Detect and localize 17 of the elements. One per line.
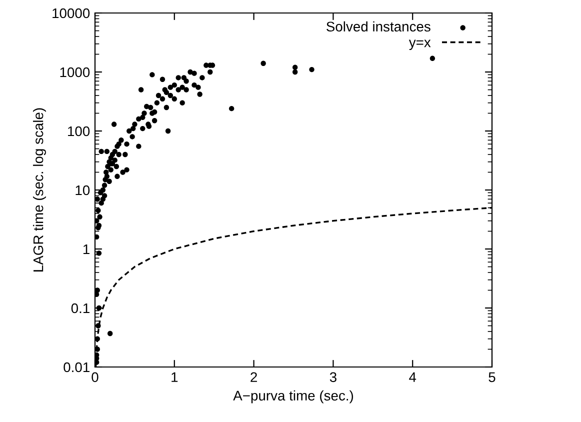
y-tick-label: 1000 (60, 67, 90, 78)
legend-label: Solved instances (326, 21, 430, 32)
y-tick-label: 0.01 (64, 362, 90, 372)
y-tick-label: 1 (83, 244, 90, 254)
y-tick-label: 0.1 (71, 303, 90, 314)
x-axis-title: A−purva time (sec.) (233, 390, 354, 404)
x-tick-label: 5 (488, 372, 496, 382)
y-tick-label: 100 (68, 126, 90, 136)
legend-label: y=x (408, 40, 431, 50)
y-tick-label: 10000 (52, 8, 90, 18)
x-tick-label: 3 (330, 372, 336, 382)
x-tick-label: 1 (172, 372, 178, 382)
x-tick-label: 0 (92, 372, 98, 382)
y-tick-label: 10 (76, 185, 90, 196)
y-axis-title: LAGR time (sec. log scale) (33, 108, 46, 272)
x-tick-label: 4 (409, 372, 416, 382)
x-tick-label: 2 (250, 372, 257, 382)
